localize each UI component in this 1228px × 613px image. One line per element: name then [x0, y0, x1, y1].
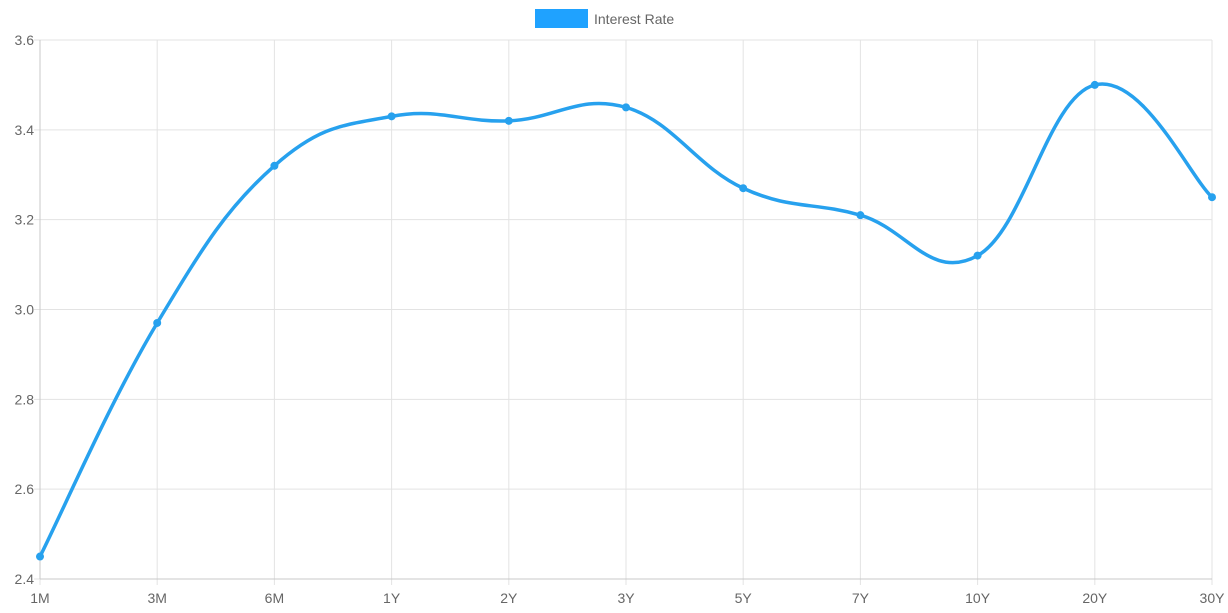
x-tick-label: 6M [265, 590, 284, 606]
x-tick-label: 1Y [383, 590, 401, 606]
x-tick-label: 5Y [735, 590, 753, 606]
y-tick-label: 2.8 [15, 391, 35, 407]
legend[interactable]: Interest Rate [535, 9, 674, 28]
grid [34, 39, 1213, 585]
x-tick-label: 3Y [617, 590, 635, 606]
data-point-3Y[interactable] [622, 103, 630, 112]
data-point-1M[interactable] [36, 552, 44, 561]
data-point-7Y[interactable] [856, 211, 865, 220]
data-point-30Y[interactable] [1208, 193, 1216, 202]
x-tick-label: 20Y [1082, 590, 1108, 606]
y-tick-label: 3.2 [15, 212, 35, 228]
y-tick-label: 2.6 [15, 481, 35, 497]
y-tick-label: 3.0 [15, 302, 35, 318]
x-tick-label: 10Y [965, 590, 991, 606]
legend-swatch[interactable] [535, 9, 588, 28]
legend-label[interactable]: Interest Rate [594, 11, 674, 27]
y-tick-label: 3.4 [15, 122, 35, 138]
y-tick-label: 2.4 [15, 571, 35, 587]
tick-labels: 2.4 2.6 2.8 3.0 3.2 3.4 3.6 1M 3M 6M 1Y 2Y 3Y 5Y 7Y 10Y… [15, 32, 1226, 606]
x-tick-label: 3M [147, 590, 166, 606]
data-point-3M[interactable] [153, 318, 162, 327]
data-points [36, 80, 1216, 561]
data-point-10Y[interactable] [973, 251, 982, 260]
data-point-5Y[interactable] [739, 184, 748, 193]
x-tick-label: 2Y [500, 590, 518, 606]
data-point-1Y[interactable] [387, 112, 396, 121]
x-tick-label: 1M [30, 590, 49, 606]
x-tick-label: 7Y [852, 590, 870, 606]
data-point-6M[interactable] [270, 161, 279, 170]
axes [39, 40, 1212, 580]
data-point-2Y[interactable] [504, 116, 513, 125]
y-tick-label: 3.6 [15, 32, 35, 48]
data-point-20Y[interactable] [1090, 80, 1099, 89]
x-tick-label: 30Y [1200, 590, 1226, 606]
